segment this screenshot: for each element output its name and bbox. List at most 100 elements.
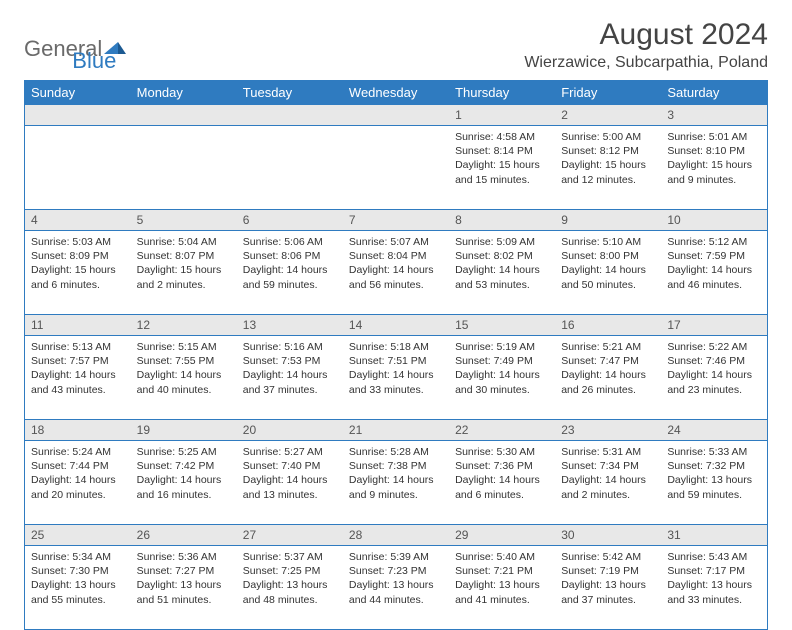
- sunset-text: Sunset: 7:36 PM: [455, 459, 549, 473]
- sunset-text: Sunset: 7:17 PM: [667, 564, 761, 578]
- day-number: 2: [555, 105, 661, 126]
- day-number: 1: [449, 105, 555, 126]
- day-cell: Sunrise: 5:19 AMSunset: 7:49 PMDaylight:…: [449, 336, 555, 420]
- day-number: 15: [449, 315, 555, 336]
- calendar-page: General Blue August 2024 Wierzawice, Sub…: [0, 0, 792, 630]
- day-cell: Sunrise: 5:22 AMSunset: 7:46 PMDaylight:…: [661, 336, 767, 420]
- day-cell: Sunrise: 5:31 AMSunset: 7:34 PMDaylight:…: [555, 441, 661, 525]
- day-cell: Sunrise: 5:15 AMSunset: 7:55 PMDaylight:…: [131, 336, 237, 420]
- sunrise-text: Sunrise: 5:15 AM: [137, 340, 231, 354]
- sunrise-text: Sunrise: 4:58 AM: [455, 130, 549, 144]
- day-cell: Sunrise: 5:30 AMSunset: 7:36 PMDaylight:…: [449, 441, 555, 525]
- sunrise-text: Sunrise: 5:30 AM: [455, 445, 549, 459]
- day-cell: Sunrise: 5:04 AMSunset: 8:07 PMDaylight:…: [131, 231, 237, 315]
- sunset-text: Sunset: 7:55 PM: [137, 354, 231, 368]
- sunrise-text: Sunrise: 5:21 AM: [561, 340, 655, 354]
- day-header-row: Sunday Monday Tuesday Wednesday Thursday…: [25, 81, 768, 105]
- sunrise-text: Sunrise: 5:03 AM: [31, 235, 125, 249]
- daylight-text: Daylight: 13 hours and 48 minutes.: [243, 578, 337, 606]
- day-cell: Sunrise: 5:00 AMSunset: 8:12 PMDaylight:…: [555, 126, 661, 210]
- sunrise-text: Sunrise: 5:09 AM: [455, 235, 549, 249]
- sunrise-text: Sunrise: 5:16 AM: [243, 340, 337, 354]
- sunrise-text: Sunrise: 5:01 AM: [667, 130, 761, 144]
- day-number: 5: [131, 210, 237, 231]
- daylight-text: Daylight: 14 hours and 9 minutes.: [349, 473, 443, 501]
- day-number: 27: [237, 525, 343, 546]
- sunset-text: Sunset: 8:02 PM: [455, 249, 549, 263]
- sunrise-text: Sunrise: 5:40 AM: [455, 550, 549, 564]
- day-detail-row: Sunrise: 5:34 AMSunset: 7:30 PMDaylight:…: [25, 546, 768, 630]
- sunset-text: Sunset: 7:49 PM: [455, 354, 549, 368]
- day-number: 12: [131, 315, 237, 336]
- sunset-text: Sunset: 7:47 PM: [561, 354, 655, 368]
- sunset-text: Sunset: 7:40 PM: [243, 459, 337, 473]
- sunrise-text: Sunrise: 5:06 AM: [243, 235, 337, 249]
- sunrise-text: Sunrise: 5:27 AM: [243, 445, 337, 459]
- daylight-text: Daylight: 14 hours and 53 minutes.: [455, 263, 549, 291]
- daylight-text: Daylight: 14 hours and 20 minutes.: [31, 473, 125, 501]
- day-cell: Sunrise: 5:42 AMSunset: 7:19 PMDaylight:…: [555, 546, 661, 630]
- day-number-row: 45678910: [25, 210, 768, 231]
- day-cell: [131, 126, 237, 210]
- day-number-row: 11121314151617: [25, 315, 768, 336]
- sunset-text: Sunset: 8:14 PM: [455, 144, 549, 158]
- daylight-text: Daylight: 14 hours and 59 minutes.: [243, 263, 337, 291]
- sunrise-text: Sunrise: 5:43 AM: [667, 550, 761, 564]
- sunset-text: Sunset: 7:32 PM: [667, 459, 761, 473]
- daylight-text: Daylight: 14 hours and 23 minutes.: [667, 368, 761, 396]
- day-number: 6: [237, 210, 343, 231]
- day-number: 29: [449, 525, 555, 546]
- sunset-text: Sunset: 8:07 PM: [137, 249, 231, 263]
- day-cell: Sunrise: 5:18 AMSunset: 7:51 PMDaylight:…: [343, 336, 449, 420]
- daylight-text: Daylight: 13 hours and 33 minutes.: [667, 578, 761, 606]
- daylight-text: Daylight: 15 hours and 2 minutes.: [137, 263, 231, 291]
- month-title: August 2024: [524, 18, 768, 52]
- day-detail-row: Sunrise: 5:13 AMSunset: 7:57 PMDaylight:…: [25, 336, 768, 420]
- day-number: 14: [343, 315, 449, 336]
- sunrise-text: Sunrise: 5:25 AM: [137, 445, 231, 459]
- day-cell: Sunrise: 5:10 AMSunset: 8:00 PMDaylight:…: [555, 231, 661, 315]
- day-header: Monday: [131, 81, 237, 105]
- day-number-row: 123: [25, 105, 768, 126]
- daylight-text: Daylight: 14 hours and 43 minutes.: [31, 368, 125, 396]
- sunrise-text: Sunrise: 5:10 AM: [561, 235, 655, 249]
- day-detail-row: Sunrise: 5:03 AMSunset: 8:09 PMDaylight:…: [25, 231, 768, 315]
- daylight-text: Daylight: 14 hours and 50 minutes.: [561, 263, 655, 291]
- day-number: 10: [661, 210, 767, 231]
- day-header: Tuesday: [237, 81, 343, 105]
- sunset-text: Sunset: 7:44 PM: [31, 459, 125, 473]
- sunrise-text: Sunrise: 5:12 AM: [667, 235, 761, 249]
- daylight-text: Daylight: 13 hours and 44 minutes.: [349, 578, 443, 606]
- day-cell: [237, 126, 343, 210]
- day-header: Saturday: [661, 81, 767, 105]
- day-number: 28: [343, 525, 449, 546]
- sunset-text: Sunset: 8:10 PM: [667, 144, 761, 158]
- sunrise-text: Sunrise: 5:00 AM: [561, 130, 655, 144]
- sunset-text: Sunset: 8:04 PM: [349, 249, 443, 263]
- sunrise-text: Sunrise: 5:22 AM: [667, 340, 761, 354]
- daylight-text: Daylight: 14 hours and 2 minutes.: [561, 473, 655, 501]
- daylight-text: Daylight: 15 hours and 15 minutes.: [455, 158, 549, 186]
- day-number: [131, 105, 237, 126]
- sunrise-text: Sunrise: 5:18 AM: [349, 340, 443, 354]
- sunset-text: Sunset: 7:38 PM: [349, 459, 443, 473]
- day-cell: Sunrise: 5:21 AMSunset: 7:47 PMDaylight:…: [555, 336, 661, 420]
- day-number: [237, 105, 343, 126]
- day-cell: Sunrise: 5:28 AMSunset: 7:38 PMDaylight:…: [343, 441, 449, 525]
- day-number: 4: [25, 210, 131, 231]
- day-cell: Sunrise: 5:24 AMSunset: 7:44 PMDaylight:…: [25, 441, 131, 525]
- sunrise-text: Sunrise: 5:28 AM: [349, 445, 443, 459]
- calendar-body: 123Sunrise: 4:58 AMSunset: 8:14 PMDaylig…: [25, 105, 768, 630]
- day-number: 19: [131, 420, 237, 441]
- daylight-text: Daylight: 13 hours and 37 minutes.: [561, 578, 655, 606]
- day-number: [343, 105, 449, 126]
- day-cell: Sunrise: 5:34 AMSunset: 7:30 PMDaylight:…: [25, 546, 131, 630]
- sunset-text: Sunset: 7:27 PM: [137, 564, 231, 578]
- sunset-text: Sunset: 7:21 PM: [455, 564, 549, 578]
- day-cell: Sunrise: 5:01 AMSunset: 8:10 PMDaylight:…: [661, 126, 767, 210]
- sunset-text: Sunset: 7:19 PM: [561, 564, 655, 578]
- day-number: 9: [555, 210, 661, 231]
- day-cell: Sunrise: 5:06 AMSunset: 8:06 PMDaylight:…: [237, 231, 343, 315]
- day-detail-row: Sunrise: 4:58 AMSunset: 8:14 PMDaylight:…: [25, 126, 768, 210]
- calendar-table: Sunday Monday Tuesday Wednesday Thursday…: [24, 80, 768, 630]
